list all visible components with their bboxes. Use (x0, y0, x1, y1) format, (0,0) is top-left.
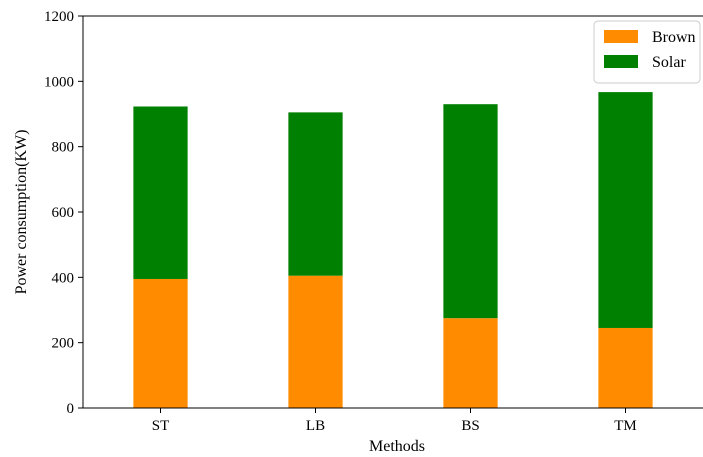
y-tick-label: 1000 (44, 74, 74, 90)
bar-brown-bs (443, 318, 498, 408)
bar-brown-st (133, 278, 188, 408)
y-tick-label: 0 (67, 401, 75, 417)
y-axis-title: Power consumption(KW) (13, 130, 30, 295)
y-tick-label: 800 (52, 140, 75, 156)
bar-solar-st (133, 106, 188, 279)
x-axis-title: Methods (369, 438, 425, 455)
legend: Brown Solar (593, 20, 701, 84)
legend-swatch-brown (604, 30, 638, 43)
legend-label-brown: Brown (652, 29, 696, 46)
bar-brown-lb (288, 275, 343, 408)
y-tick-label: 400 (52, 270, 75, 286)
x-ticks: ST LB BS TM (152, 408, 637, 434)
bar-solar-lb (288, 112, 343, 276)
x-tick-label-tm: TM (614, 418, 637, 434)
y-ticks: 0 200 400 600 800 1000 1200 (44, 9, 83, 417)
x-tick-label-bs: BS (461, 418, 479, 434)
legend-swatch-solar (604, 55, 638, 68)
y-tick-label: 1200 (44, 9, 74, 25)
bar-brown-tm (598, 327, 653, 408)
bar-solar-bs (443, 104, 498, 319)
x-tick-label-lb: LB (306, 418, 325, 434)
y-tick-label: 600 (52, 205, 75, 221)
y-tick-label: 200 (52, 336, 75, 352)
bar-solar-tm (598, 92, 653, 328)
legend-label-solar: Solar (652, 54, 686, 71)
x-tick-label-st: ST (152, 418, 170, 434)
bars-layer (133, 92, 653, 408)
